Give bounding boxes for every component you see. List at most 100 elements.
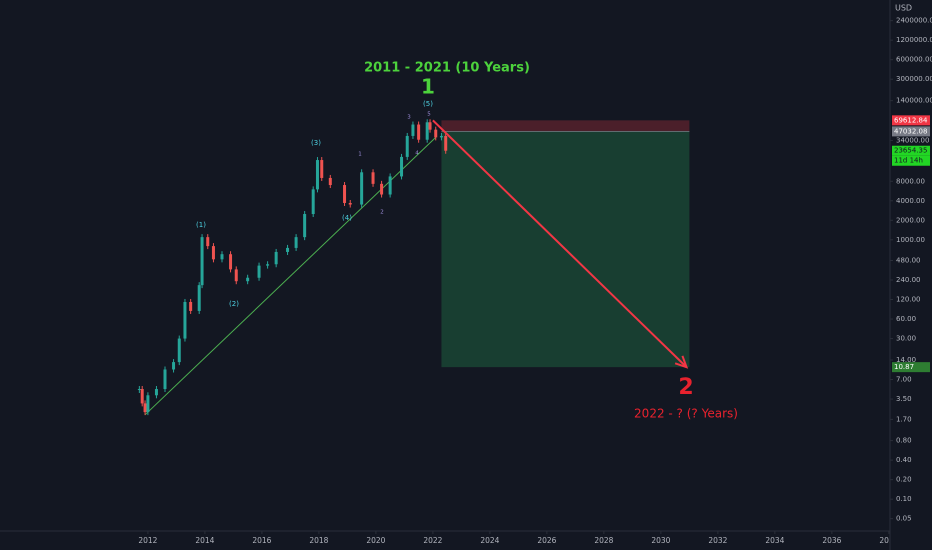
- x-tick-label: 2014: [195, 536, 214, 545]
- candle-body: [343, 185, 347, 203]
- countdown-label: 11d 14h: [894, 157, 923, 165]
- price-tag-label: 10.87: [894, 363, 914, 371]
- candle-body: [146, 395, 150, 413]
- candle-body: [143, 403, 147, 413]
- x-tick-label: 2036: [822, 536, 841, 545]
- candle-body: [137, 389, 141, 391]
- candle-body: [388, 176, 392, 195]
- y-tick-label: 240.00: [896, 276, 921, 284]
- candle-body: [303, 214, 307, 238]
- candle-body: [315, 160, 319, 190]
- wave-label: 2: [380, 210, 384, 216]
- wave1-label: 1: [421, 75, 435, 99]
- wave2-period: 2022 - ? (? Years): [634, 407, 738, 421]
- price-tag: [892, 115, 930, 126]
- y-tick-label: 1.70: [896, 415, 912, 423]
- price-tag: [892, 126, 930, 137]
- x-tick-label: 2024: [480, 536, 499, 545]
- y-tick-label: 1000.00: [896, 236, 925, 244]
- projection-arrow: [432, 119, 688, 368]
- candle-body: [371, 172, 375, 184]
- candle-body: [189, 301, 193, 311]
- wave-label: 3: [407, 115, 411, 121]
- wave1-period: 2011 - 2021 (10 Years): [364, 61, 530, 76]
- y-tick-label: 2400000.00: [896, 17, 932, 25]
- candle-body: [183, 301, 187, 339]
- x-tick-label: 2012: [138, 536, 157, 545]
- arrow-head: [674, 355, 689, 369]
- candle-body: [411, 124, 415, 136]
- candle-body: [417, 124, 421, 140]
- candle-body: [200, 237, 204, 286]
- price-tag: [892, 145, 930, 156]
- candle-body: [140, 389, 144, 404]
- wave-label: 5: [427, 112, 431, 118]
- candle-body: [360, 172, 364, 205]
- y-tick-label: 30.00: [896, 335, 916, 343]
- countdown-tag: [892, 155, 930, 166]
- y-tick-label: 600000.00: [896, 56, 932, 64]
- candle-body: [197, 285, 201, 311]
- y-tick-label: 8000.00: [896, 177, 925, 185]
- y-tick-label: 300000.00: [896, 75, 932, 83]
- wave-label: (5): [423, 100, 433, 108]
- y-tick-label: 4000.00: [896, 197, 925, 205]
- candle-body: [425, 122, 429, 140]
- candle-body: [294, 237, 298, 248]
- stop-zone: [441, 120, 690, 132]
- x-tick-label: 2022: [423, 536, 442, 545]
- x-tick-label: 2016: [252, 536, 271, 545]
- y-tick-label: 140000.00: [896, 97, 932, 105]
- candle-body: [286, 247, 290, 252]
- price-tag: [892, 362, 930, 373]
- price-tag-label: 69612.84: [894, 116, 928, 124]
- candle-body: [311, 189, 315, 215]
- price-axis: 2400000.00 1200000.00 600000.00 300000.00 14…: [890, 17, 932, 523]
- candle-body: [163, 369, 167, 390]
- candle-body: [257, 265, 261, 278]
- y-tick-label: 60.00: [896, 315, 916, 323]
- candle-body: [320, 160, 324, 178]
- candle-body: [266, 264, 270, 266]
- candle-body: [206, 237, 210, 247]
- y-tick-label: 1200000.00: [896, 36, 932, 44]
- candle-body: [177, 338, 181, 363]
- y-tick-label: 7.00: [896, 376, 912, 384]
- plot-area: 2012 2014 2016 2018 2020 2022 2024 2026 2028 2030…: [137, 61, 899, 545]
- candle-body: [444, 135, 448, 151]
- candle-body: [439, 135, 443, 138]
- y-tick-label: 14.00: [896, 356, 916, 364]
- y-tick-label: 120.00: [896, 296, 921, 304]
- candle-body: [348, 202, 352, 205]
- wave-label: (3): [311, 139, 321, 147]
- candle-body: [405, 135, 409, 157]
- wave-label: (2): [229, 300, 239, 308]
- wave-label: 1: [358, 152, 362, 158]
- y-tick-label: 0.80: [896, 437, 912, 445]
- price-axis-panel: [890, 0, 932, 550]
- y-tick-label: 34000.00: [896, 137, 929, 145]
- wave-label: (1): [196, 221, 206, 229]
- x-tick-label: 2038: [879, 536, 898, 545]
- y-tick-label: 2000.00: [896, 216, 925, 224]
- candle-body: [400, 156, 404, 177]
- y-tick-label: 480.00: [896, 256, 921, 264]
- candle-body: [328, 177, 332, 186]
- wave-label: (4): [342, 214, 352, 222]
- x-tick-label: 2026: [537, 536, 556, 545]
- price-tag-label: 23654.35: [894, 147, 927, 155]
- wave-label: 4: [415, 151, 419, 157]
- trendline: [144, 137, 437, 416]
- candle-body: [434, 129, 438, 138]
- candle-body: [220, 254, 224, 260]
- wave2-label: 2: [678, 375, 693, 400]
- candle-body: [229, 254, 233, 270]
- candle-body: [172, 362, 176, 370]
- y-tick-label: 0.05: [896, 515, 912, 523]
- y-tick-label: 3.50: [896, 395, 912, 403]
- x-tick-label: 2018: [309, 536, 328, 545]
- candle-body: [246, 277, 250, 282]
- x-tick-label: 2034: [765, 536, 784, 545]
